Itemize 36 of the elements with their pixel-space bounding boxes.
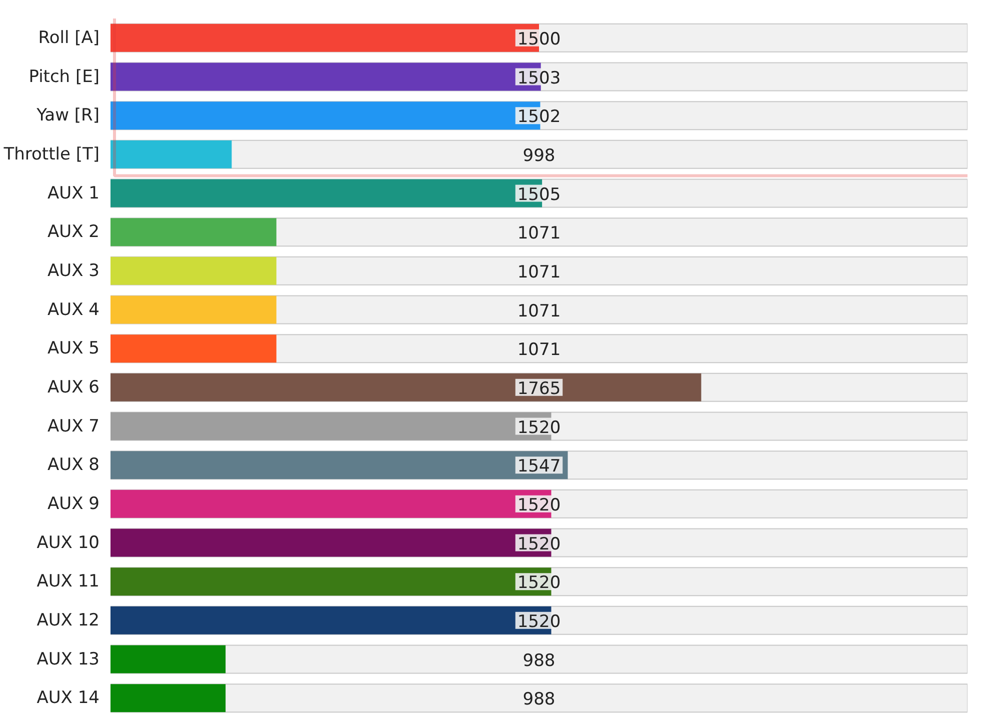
y-tick-label: AUX 14: [36, 688, 100, 708]
y-tick-label: AUX 2: [48, 222, 100, 242]
y-tick-label: AUX 1: [48, 183, 100, 204]
y-tick-label: AUX 7: [48, 416, 100, 436]
data-label: 1500: [517, 29, 561, 50]
y-tick-label: AUX 9: [48, 494, 100, 514]
data-label: 1502: [517, 107, 561, 128]
y-tick-label: AUX 6: [48, 377, 100, 398]
data-label: 1505: [517, 184, 561, 205]
data-label: 1520: [517, 495, 561, 516]
data-label: 1520: [517, 418, 561, 438]
y-tick-label: Yaw [R]: [36, 106, 100, 126]
y-tick-label: AUX 5: [48, 338, 100, 359]
data-label: 988: [522, 690, 556, 710]
data-label: 1520: [517, 612, 561, 632]
y-tick-label: AUX 3: [48, 260, 100, 281]
data-label: 1547: [517, 456, 561, 477]
y-tick-label: AUX 8: [48, 455, 100, 476]
y-tick-label: AUX 13: [36, 649, 100, 670]
data-label: 1520: [517, 534, 561, 554]
data-label: 988: [522, 650, 556, 671]
y-tick-label: AUX 10: [36, 532, 100, 553]
data-label: 1765: [517, 378, 561, 399]
data-label: 1071: [517, 262, 561, 282]
data-label: 1503: [517, 68, 561, 88]
y-tick-label: AUX 12: [36, 610, 100, 630]
data-label: 1520: [517, 573, 561, 594]
data-label: 1071: [517, 340, 561, 360]
y-tick-label: AUX 11: [36, 572, 100, 592]
y-tick-label: AUX 4: [48, 300, 100, 320]
y-tick-label: Pitch [E]: [28, 66, 100, 87]
y-tick-label: Throttle [T]: [2, 144, 100, 164]
y-tick-label: Roll [A]: [38, 28, 100, 48]
data-label: 1071: [517, 301, 561, 322]
data-label: 998: [522, 146, 556, 166]
data-label: 1071: [517, 224, 561, 244]
